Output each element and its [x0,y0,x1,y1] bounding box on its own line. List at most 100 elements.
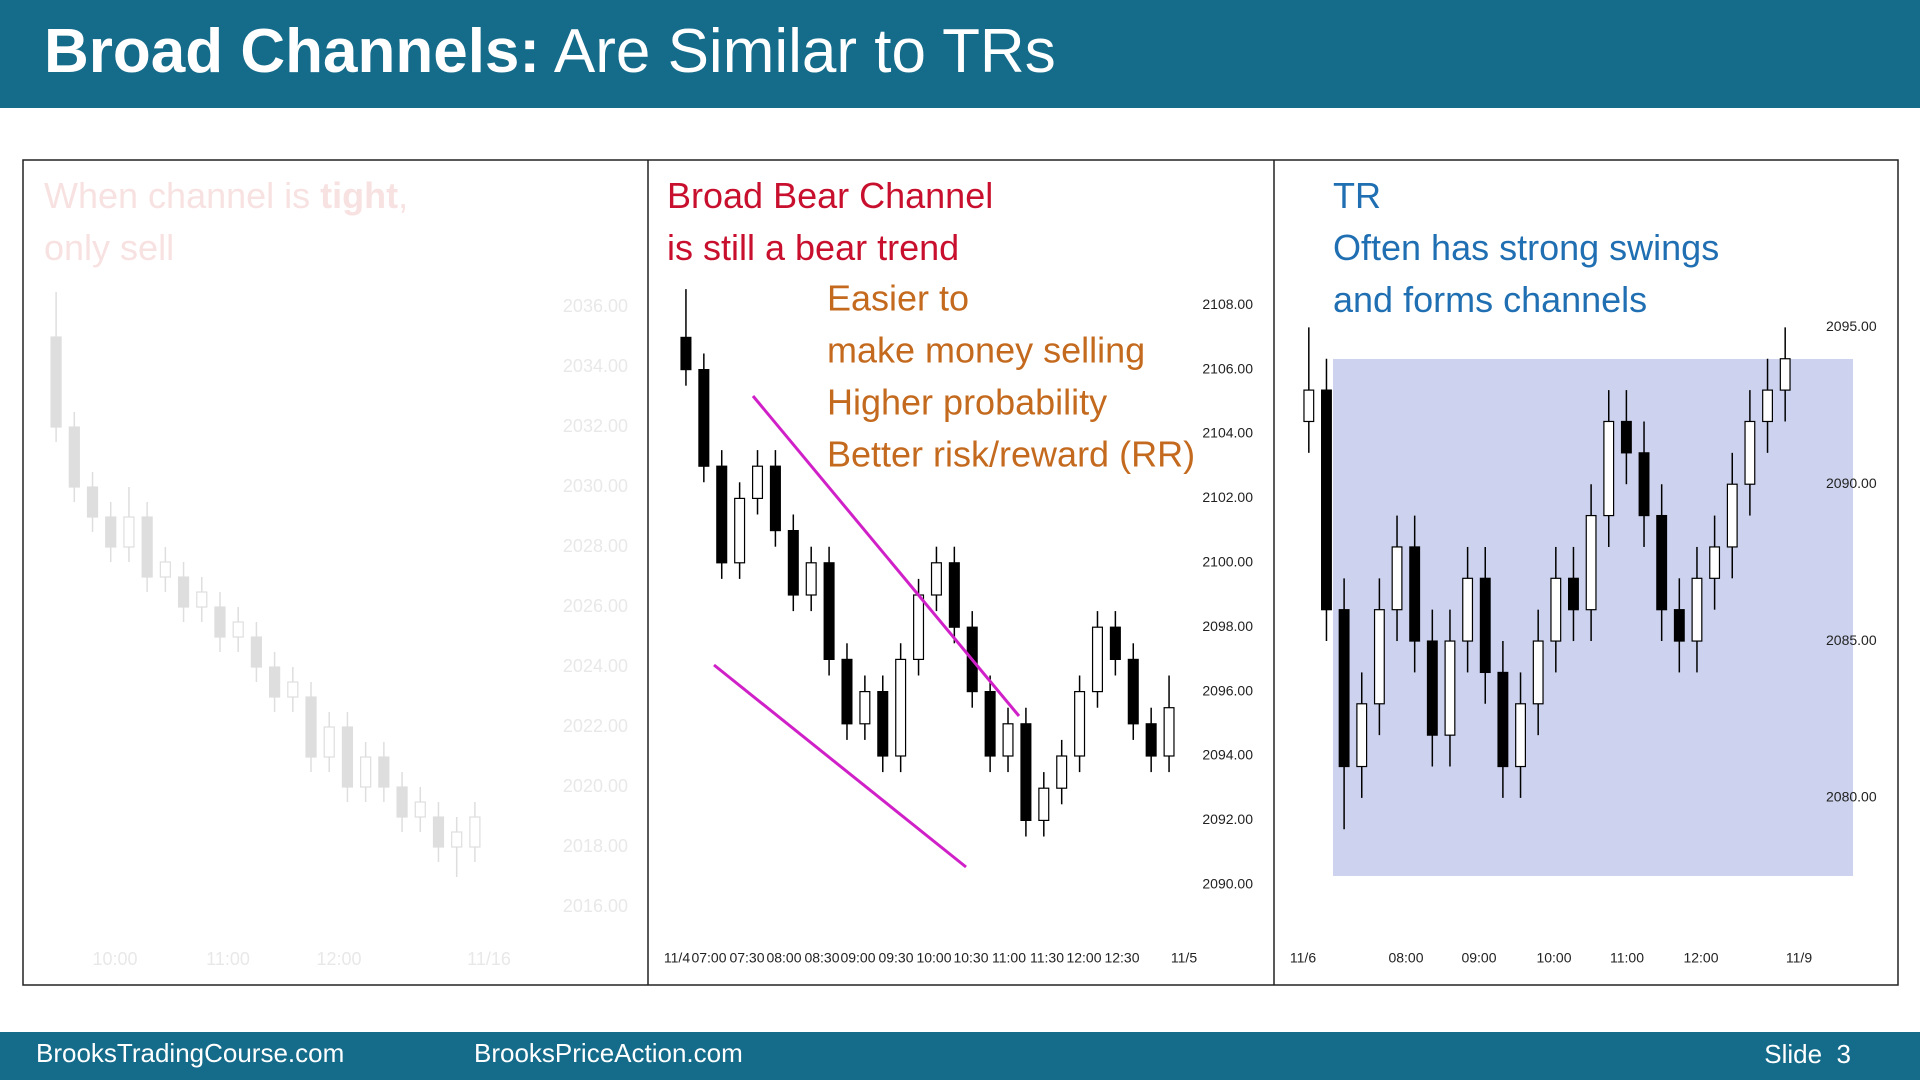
candle-body [323,726,335,758]
y-tick-label: 2018.00 [563,836,628,856]
y-tick-label: 2026.00 [563,596,628,616]
x-tick-label: 08:00 [766,950,801,966]
candle-body [913,594,925,661]
candle-body [1321,389,1332,611]
title-segment: only sell [44,227,174,268]
y-tick-label: 2036.00 [563,296,628,316]
title-segment: tight [320,175,398,216]
chart-title: is still a bear trend [667,227,959,268]
y-tick-label: 2024.00 [563,656,628,676]
candle-body [86,486,99,518]
x-tick-label: 09:00 [840,950,875,966]
candle-body [414,801,426,818]
candle-body [680,336,692,371]
chart-title: When channel is tight, [44,175,408,216]
candle-body [1479,577,1491,674]
candle-body [1462,577,1474,642]
y-tick-label: 2096.00 [1202,682,1253,698]
title-segment: When channel is [44,175,320,216]
candle-body [1056,755,1068,789]
candle-body [268,666,281,698]
candle-body [877,690,889,757]
candle-body [360,756,372,788]
chart: 2090.00 2092.00 2094.00 2096.00 2098.00 2100.… [664,175,1253,966]
y-tick-label: 2020.00 [563,776,628,796]
candle-body [50,336,62,428]
y-tick-label: 2104.00 [1202,425,1253,441]
candle-body [396,786,408,818]
y-tick-label: 2030.00 [563,476,628,496]
annotation: make money selling [827,330,1145,371]
candle-body [805,562,817,596]
candle-body [1163,707,1175,757]
footer-link: BrooksTradingCourse.com [36,1038,344,1068]
candle-body [1656,514,1668,611]
x-tick-label: 11/6 [1290,950,1316,966]
candle-body [698,369,710,467]
chart-title: Often has strong swings [1333,227,1719,268]
footer-link: BrooksPriceAction.com [474,1038,743,1068]
candle-body [787,529,799,596]
candle-body [341,726,354,788]
y-tick-label: 2106.00 [1202,360,1253,376]
y-tick-label: 2028.00 [563,536,628,556]
candle-body [823,562,835,660]
y-tick-label: 2095.00 [1826,318,1877,334]
candle-body [1585,514,1597,611]
candle-body [159,561,171,578]
candle-body [1568,577,1579,611]
candle-body [1532,640,1544,705]
x-tick-label: 09:00 [1461,950,1496,966]
y-tick-label: 2016.00 [563,896,628,916]
x-tick-label: 12:00 [316,949,361,969]
candle-body [841,658,853,725]
candle-body [948,562,960,628]
candle-body [105,516,117,548]
candle-body [1497,671,1509,768]
slide-title: Broad Channels: Are Similar to TRs [44,17,1056,86]
candle-body [1127,658,1139,725]
candle-body [751,465,764,500]
chart: 2080.00 2085.00 2090.00 2095.00 11/6 08:00 09:… [1290,175,1877,966]
x-tick-label: 10:00 [1536,950,1571,966]
candle-body [930,562,942,596]
candle-body [1603,420,1615,517]
panel-frame [22,159,1899,986]
x-tick-label: 11/4 [664,950,690,966]
candle-body [1145,723,1157,757]
chart-title: and forms channels [1333,279,1647,320]
candle-body [1356,703,1368,768]
candle-body [1620,420,1632,454]
candle-body [1426,640,1438,736]
candle-body [1409,546,1421,642]
charts: 2016.00 2018.00 2020.00 2022.00 2024.00 2026.… [44,175,1877,969]
title-segment: TR [1333,175,1381,216]
annotation: Higher probability [827,382,1107,423]
candle-body [1762,389,1773,423]
y-tick-label: 2080.00 [1826,789,1877,805]
x-tick-label: 12:30 [1104,950,1139,966]
title-segment: is still a bear trend [667,227,959,268]
candle-body [1550,577,1562,642]
candle-body [1074,690,1086,757]
y-tick-label: 2108.00 [1202,296,1253,312]
title-bold: Broad Channels: [44,17,540,86]
candle-body [734,497,746,564]
y-tick-label: 2094.00 [1202,747,1253,763]
candle-body [1744,420,1756,485]
y-tick-label: 2092.00 [1202,811,1253,827]
candle-body [1020,723,1032,821]
x-tick-label: 11:00 [1610,950,1644,966]
candle-body [716,465,728,564]
candle-body [1515,703,1526,768]
x-tick-label: 12:00 [1683,950,1718,966]
y-tick-label: 2090.00 [1202,876,1253,892]
y-tick-label: 2100.00 [1202,554,1253,570]
x-tick-label: 11:30 [1030,950,1064,966]
x-tick-label: 09:30 [878,950,913,966]
y-tick-label: 2085.00 [1826,632,1877,648]
annotation: Better risk/reward (RR) [827,434,1195,475]
x-tick-label: 10:00 [92,949,137,969]
y-tick-label: 2022.00 [563,716,628,736]
